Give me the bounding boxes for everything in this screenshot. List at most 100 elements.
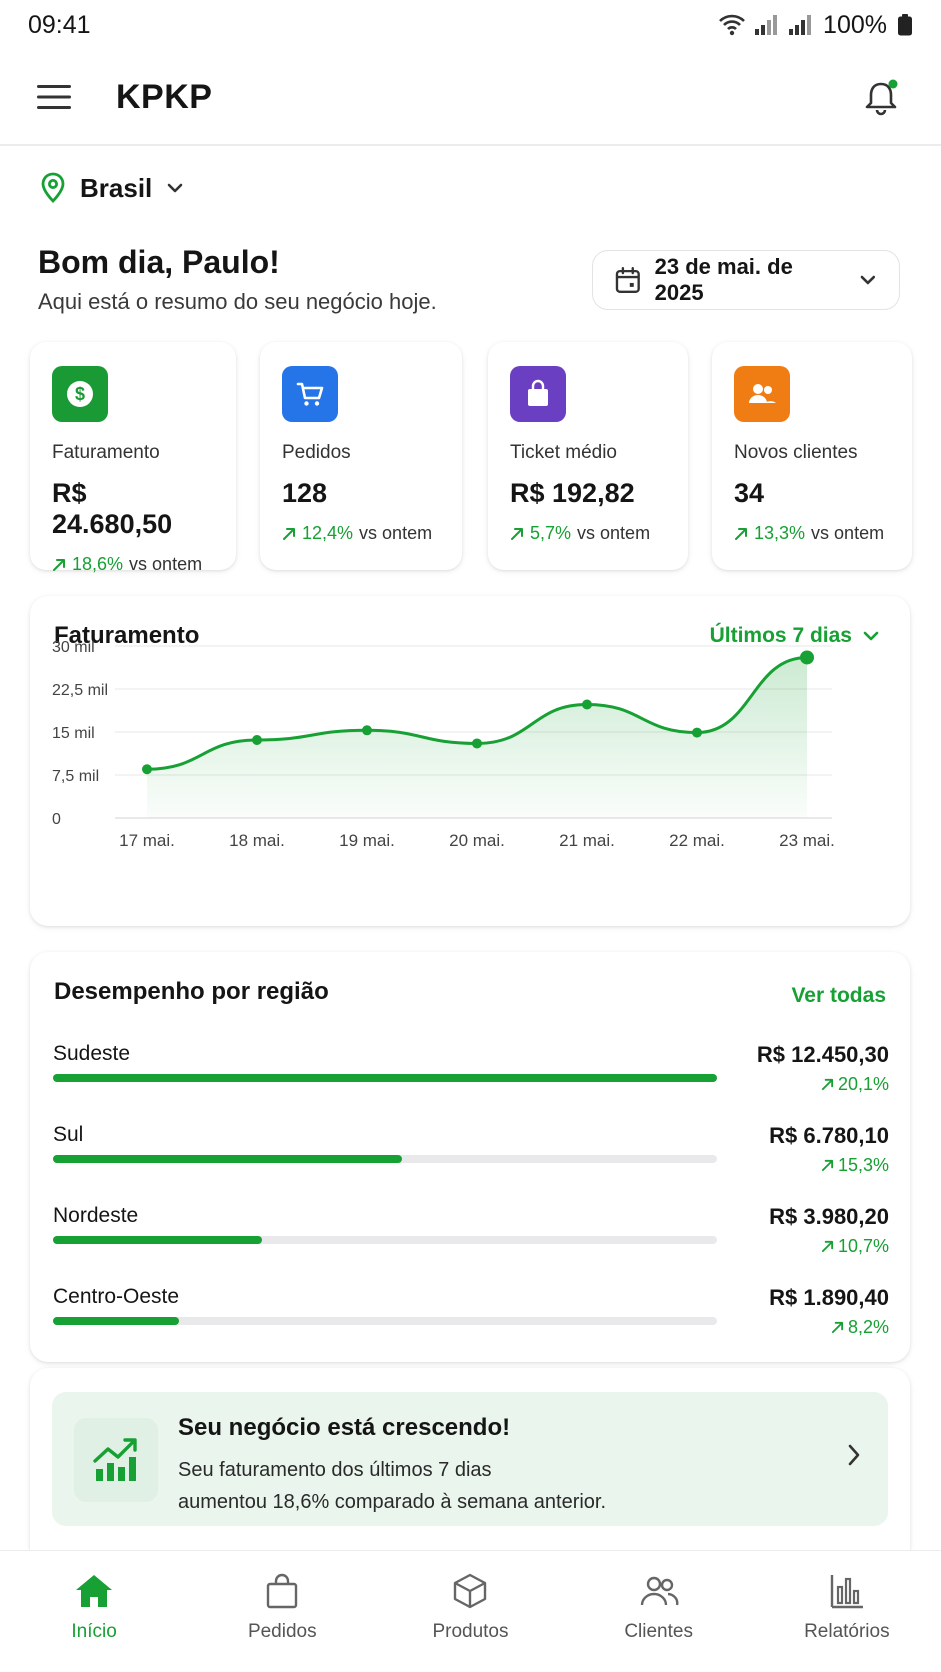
kpi-value: R$ 192,82 (510, 478, 635, 508)
region-amount: R$ 6.780,10 (769, 1123, 889, 1148)
kpi-delta-suffix: vs ontem (359, 523, 433, 543)
chart-x-tick-label: 19 mai. (339, 831, 395, 850)
kpi-card-new-clients[interactable]: Novos clientes 34 13,3% vs ontem (712, 342, 912, 570)
kpi-label: Ticket médio (510, 442, 617, 463)
chart-data-point[interactable] (362, 725, 372, 736)
region-change: 8,2% (831, 1317, 889, 1338)
greeting-title: Bom dia, Paulo! (38, 244, 280, 280)
kpi-delta: 12,4% vs ontem (282, 523, 440, 544)
chevron-right-icon (846, 1442, 862, 1473)
kpi-value: R$ 24.680,50 (52, 478, 173, 539)
region-amount: R$ 1.890,40 (769, 1285, 889, 1310)
status-icons: 100% (719, 11, 913, 40)
bag-icon (267, 1573, 298, 1609)
kpi-delta-pct: 5,7% (530, 523, 572, 543)
nav-item-clients[interactable]: Clientes (584, 1573, 734, 1643)
chart-data-point[interactable] (692, 727, 702, 738)
trend-up-icon (821, 1240, 834, 1253)
svg-text:$: $ (75, 384, 85, 404)
insight-card: Seu negócio está crescendo! Seu faturame… (30, 1368, 910, 1550)
range-label: Últimos 7 dias (709, 624, 852, 647)
kpi-card-avg-ticket[interactable]: Ticket médio R$ 192,82 5,7% vs ontem (488, 342, 688, 570)
battery-icon (898, 14, 912, 36)
kpi-icon-bg: $ (52, 366, 108, 422)
chart-x-tick-label: 18 mai. (229, 831, 285, 850)
dollar-icon: $ (67, 381, 93, 407)
chart-data-point[interactable] (582, 699, 592, 710)
app-title: KPKP (116, 77, 213, 116)
chevron-down-icon (167, 183, 183, 193)
kpi-delta: 13,3% vs ontem (734, 523, 890, 544)
region-change-pct: 15,3% (837, 1155, 889, 1175)
nav-label: Início (71, 1621, 117, 1642)
chart-data-point[interactable] (252, 735, 262, 746)
nav-item-orders[interactable]: Pedidos (207, 1573, 357, 1643)
range-selector[interactable]: Últimos 7 dias (710, 624, 880, 648)
insight-title: Seu negócio está crescendo! (178, 1414, 511, 1441)
location-selector[interactable]: Brasil (40, 172, 184, 204)
nav-label: Relatórios (804, 1621, 890, 1642)
location-label: Brasil (80, 172, 153, 203)
trend-up-icon (283, 527, 295, 540)
kpi-delta: 18,6% vs ontem (52, 554, 214, 575)
regions-card: Desempenho por região Ver todas Sudeste … (30, 952, 910, 1362)
chart-y-tick-label: 30 mil (52, 639, 95, 656)
signal-icon (789, 15, 812, 35)
growth-banner[interactable]: Seu negócio está crescendo! Seu faturame… (52, 1392, 888, 1526)
region-change-pct: 10,7% (837, 1236, 889, 1256)
region-name: Sudeste (53, 1042, 131, 1065)
insight-text: Seu faturamento dos últimos 7 dias aumen… (178, 1454, 738, 1518)
insight-line-2: aumentou 18,6% comparado à semana anteri… (178, 1491, 607, 1513)
nav-label: Produtos (432, 1621, 509, 1642)
menu-icon (37, 85, 71, 109)
signal-icon (755, 15, 778, 35)
region-change: 20,1% (821, 1074, 889, 1095)
app-bar: KPKP (0, 50, 941, 146)
kpi-delta: 5,7% vs ontem (510, 523, 666, 544)
bag-icon (528, 379, 548, 406)
kpi-card-orders[interactable]: Pedidos 128 12,4% vs ontem (260, 342, 462, 570)
kpi-card-revenue[interactable]: $ Faturamento R$ 24.680,50 18,6% vs onte… (30, 342, 236, 574)
region-bar-fill (53, 1074, 717, 1082)
bottom-nav: Início Pedidos Produtos Clientes (0, 1550, 941, 1672)
region-change-pct: 20,1% (837, 1074, 889, 1094)
chart-data-point[interactable] (800, 650, 814, 665)
trend-up-icon (511, 527, 523, 540)
kpi-label: Pedidos (282, 442, 351, 463)
kpi-value: 128 (282, 478, 328, 508)
chart-x-tick-label: 21 mai. (559, 831, 615, 850)
region-amount: R$ 12.450,30 (756, 1042, 889, 1067)
chart-data-point[interactable] (472, 738, 482, 749)
kpi-label: Novos clientes (734, 442, 858, 463)
chart-y-tick-label: 15 mil (52, 725, 95, 742)
region-name: Nordeste (53, 1204, 139, 1227)
nav-item-home[interactable]: Início (19, 1573, 169, 1643)
region-bar-fill (53, 1155, 402, 1163)
region-name: Centro-Oeste (53, 1285, 180, 1308)
users-icon (749, 384, 776, 403)
box-icon (454, 1573, 487, 1609)
see-all-link[interactable]: Ver todas (791, 984, 886, 1007)
region-bar-fill (53, 1317, 180, 1325)
nav-item-products[interactable]: Produtos (395, 1573, 545, 1643)
revenue-chart: 0 7,5 mil 15 mil 22,5 mil 30 mil 17 mai. 18 m… (52, 639, 835, 850)
kpi-value: 34 (734, 478, 765, 508)
notifications-button[interactable] (861, 78, 901, 118)
region-bar-track (53, 1236, 717, 1244)
map-pin-icon (41, 172, 65, 203)
chevron-down-icon (863, 631, 879, 641)
menu-button[interactable] (36, 79, 72, 115)
nav-label: Clientes (624, 1621, 693, 1642)
nav-item-reports[interactable]: Relatórios (772, 1573, 922, 1643)
trend-up-icon (821, 1159, 834, 1172)
greeting-subtitle: Aqui está o resumo do seu negócio hoje. (38, 289, 437, 314)
kpi-label: Faturamento (52, 442, 160, 463)
kpi-delta-pct: 13,3% (754, 523, 806, 543)
kpi-delta-suffix: vs ontem (129, 554, 203, 574)
chart-x-tick-label: 17 mai. (119, 831, 175, 850)
date-picker[interactable]: 23 de mai. de 2025 (592, 250, 900, 310)
trend-up-icon (735, 527, 747, 540)
chart-data-point[interactable] (142, 764, 152, 775)
status-bar: 09:41 100% (0, 0, 941, 50)
region-change: 10,7% (821, 1236, 889, 1257)
